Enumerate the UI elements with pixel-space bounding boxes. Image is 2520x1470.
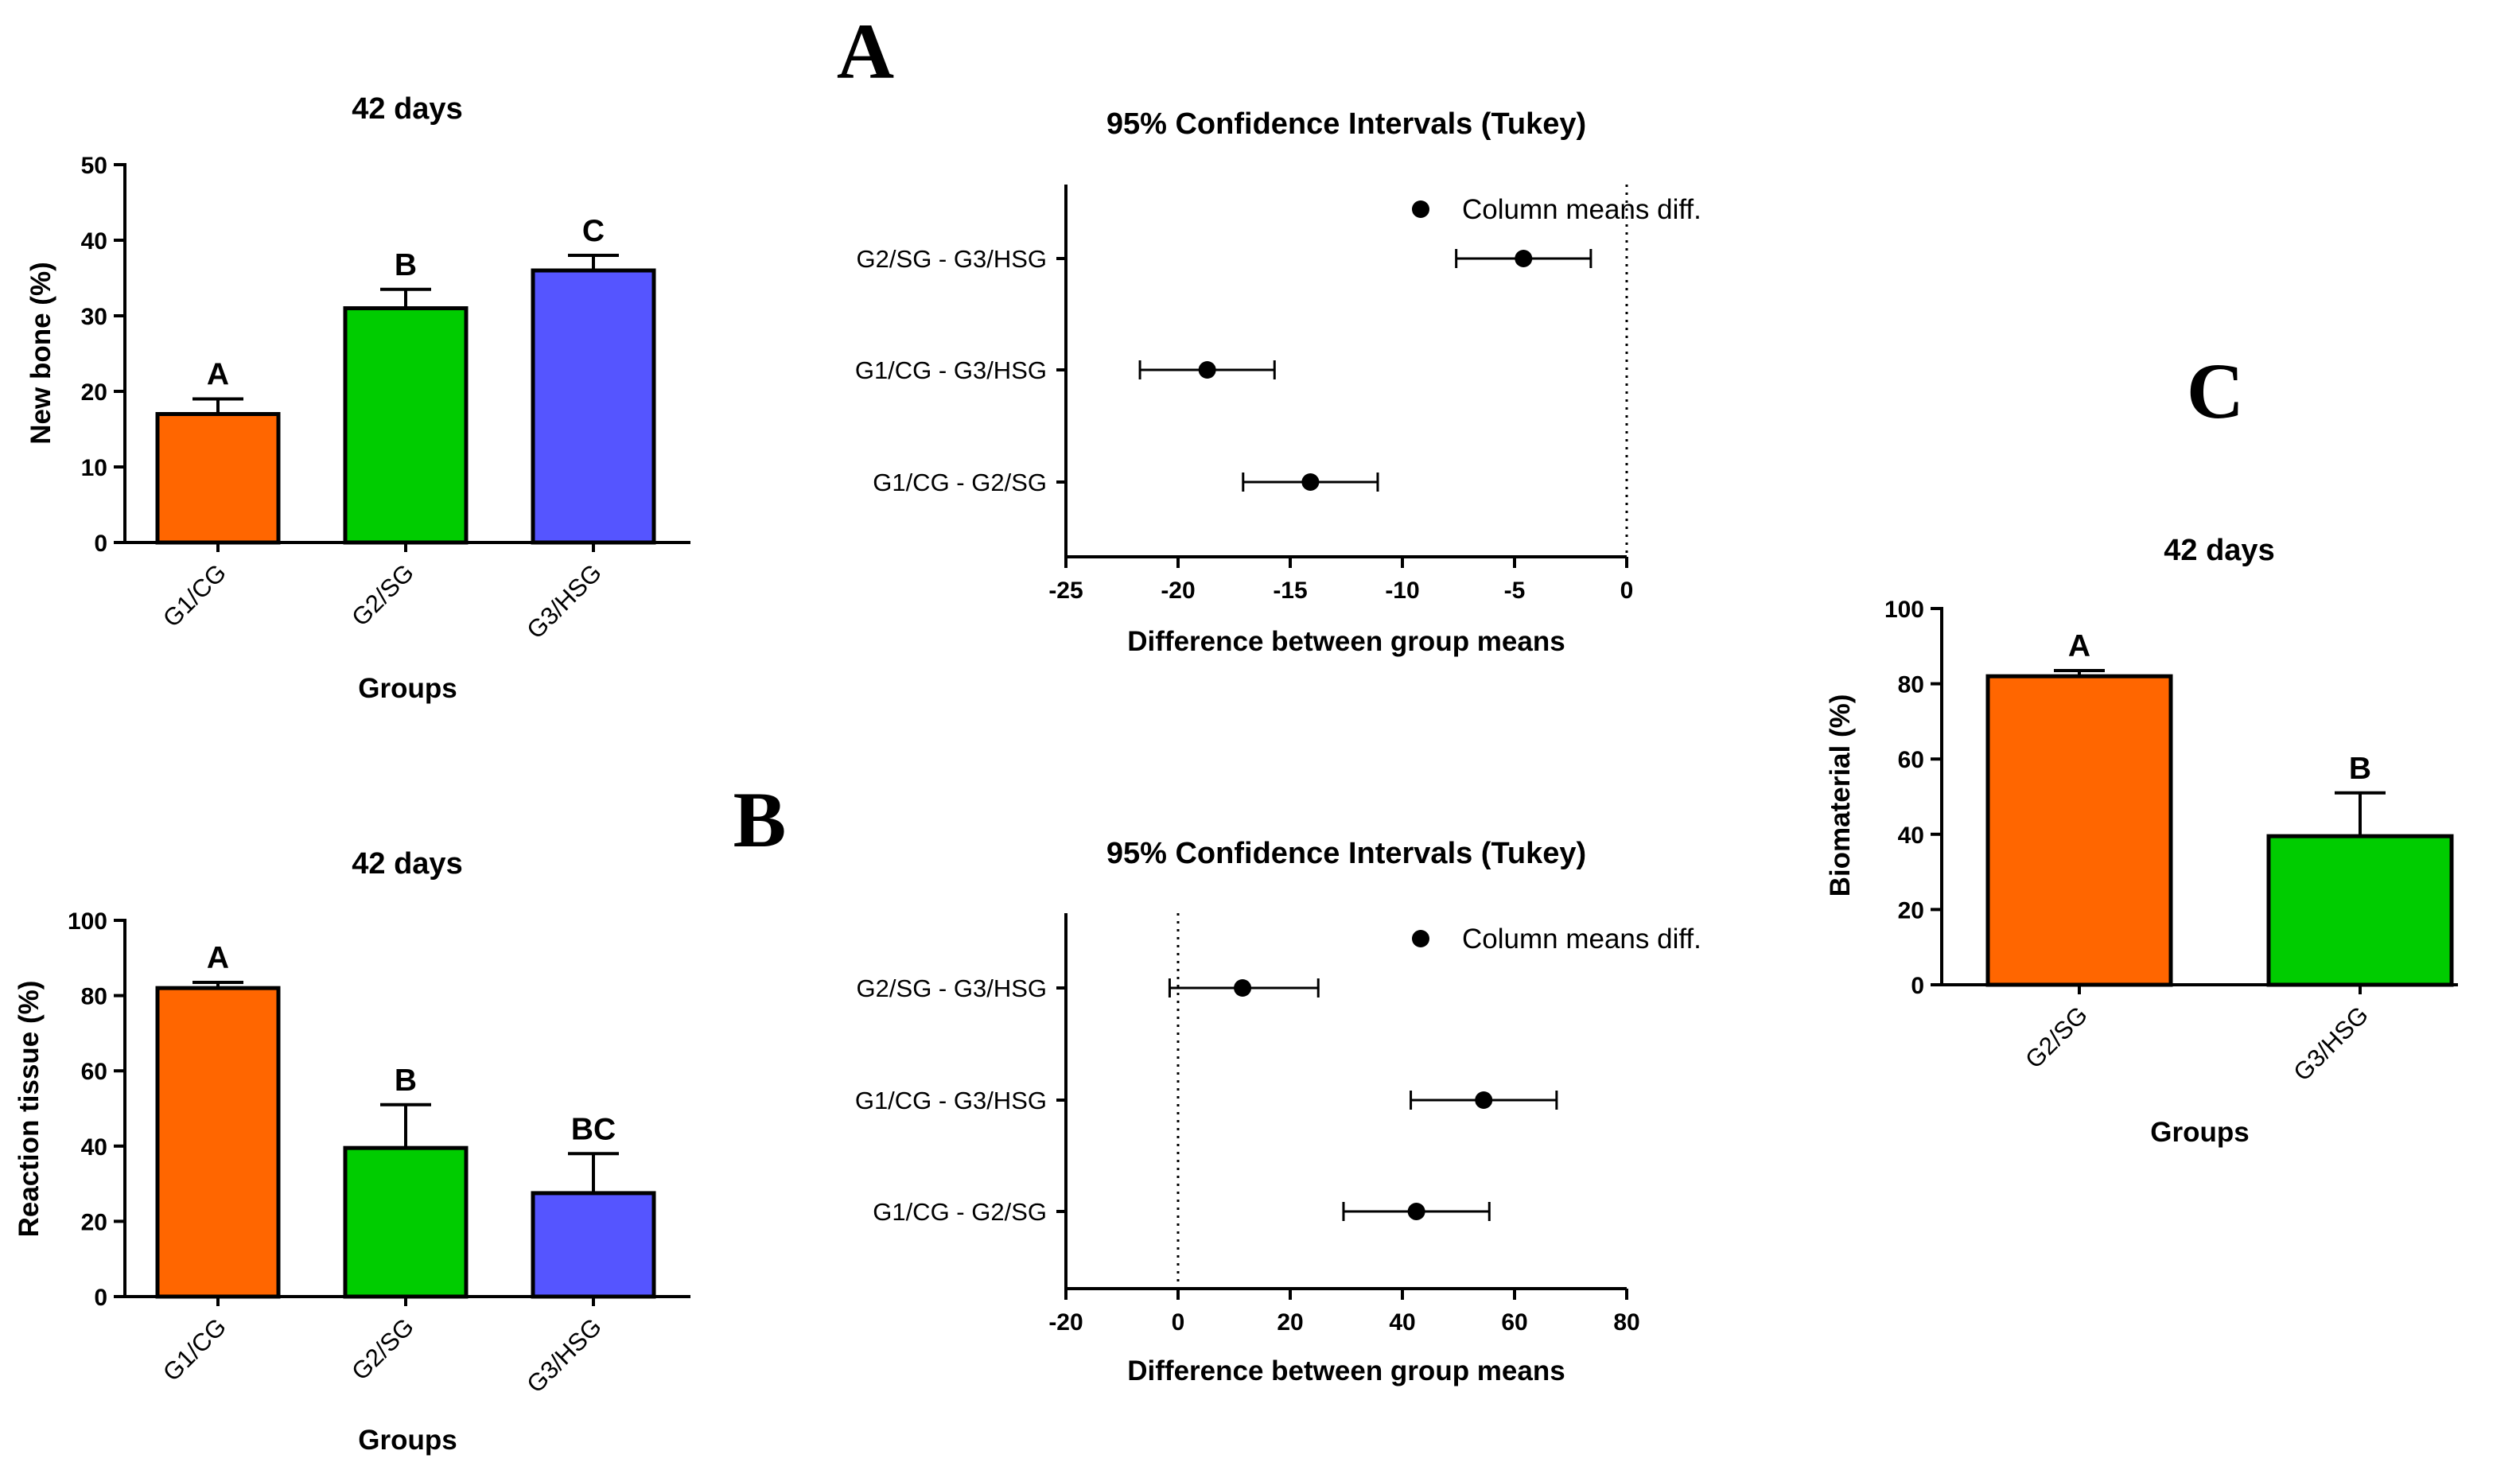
- bar: [531, 268, 656, 545]
- mean-difference-point: [1407, 1203, 1425, 1220]
- y-tick-label: 60: [81, 1059, 107, 1085]
- panel-letter-c: C: [2187, 347, 2244, 435]
- x-axis-label: Difference between group means: [1127, 1355, 1565, 1386]
- bar: [343, 306, 469, 545]
- mean-difference-point: [1198, 361, 1216, 379]
- y-tick-label: 10: [81, 455, 107, 481]
- legend-marker: [1412, 200, 1429, 218]
- significance-letter: B: [395, 248, 417, 282]
- mean-difference-point: [1475, 1091, 1493, 1109]
- y-tick-label: 0: [1911, 973, 1924, 999]
- x-tick-label: -5: [1504, 578, 1526, 604]
- chart-reaction-tissue: 42 days Reaction tissue (%) Groups A G1/CG B G…: [14, 847, 690, 1456]
- x-tick-label: 40: [1389, 1309, 1415, 1336]
- comparison-label: G2/SG - G3/HSG: [857, 245, 1047, 273]
- x-tick-label: -10: [1385, 578, 1419, 604]
- legend-marker: [1412, 930, 1429, 947]
- x-tick-label: 80: [1613, 1309, 1639, 1336]
- comparison-label: G1/CG - G2/SG: [873, 469, 1047, 496]
- y-tick-label: 40: [81, 1134, 107, 1161]
- y-tick-label: 50: [81, 153, 107, 179]
- x-tick-label: -20: [1161, 578, 1195, 604]
- y-tick-label: 40: [1898, 822, 1924, 849]
- y-tick-label: 80: [1898, 672, 1924, 698]
- x-tick-label: 0: [1172, 1309, 1185, 1336]
- significance-letter: A: [2068, 629, 2090, 663]
- y-axis-label: Reaction tissue (%): [14, 981, 45, 1238]
- y-tick-label: 100: [1884, 597, 1924, 623]
- x-tick-label: 20: [1277, 1309, 1303, 1336]
- chart-title: 42 days: [352, 847, 462, 881]
- x-tick-label: G3/HSG: [521, 558, 607, 644]
- panel-letter-b: B: [733, 776, 787, 864]
- bar: [531, 1191, 656, 1299]
- y-axis-label: New bone (%): [25, 262, 56, 444]
- legend-label: Column means diff.: [1462, 924, 1701, 955]
- bar: [1985, 674, 2173, 987]
- chart-confidence-intervals-b: 95% Confidence Intervals (Tukey) Differen…: [855, 837, 1701, 1386]
- y-tick-label: 30: [81, 304, 107, 330]
- y-tick-label: 0: [94, 531, 107, 557]
- x-axis-label: Groups: [358, 673, 457, 704]
- chart-title: 95% Confidence Intervals (Tukey): [1106, 107, 1586, 141]
- y-tick-label: 60: [1898, 747, 1924, 773]
- y-tick-label: 20: [1898, 897, 1924, 924]
- bar: [343, 1145, 469, 1299]
- y-tick-label: 20: [81, 379, 107, 406]
- bar: [2266, 834, 2454, 987]
- mean-difference-point: [1515, 250, 1533, 267]
- significance-letter: C: [582, 214, 605, 248]
- comparison-label: G1/CG - G3/HSG: [855, 356, 1047, 384]
- chart-title: 42 days: [352, 92, 462, 126]
- x-tick-label: G1/CG: [158, 558, 231, 632]
- x-tick-label: G2/SG: [2020, 1001, 2093, 1074]
- x-axis-label: Difference between group means: [1127, 626, 1565, 657]
- significance-letter: A: [207, 358, 229, 392]
- chart-new-bone: 42 days New bone (%) Groups A G1/CG B G2/SG C G3…: [25, 92, 690, 704]
- mean-difference-point: [1301, 473, 1320, 491]
- bar: [155, 412, 281, 545]
- x-tick-label: G1/CG: [158, 1312, 231, 1386]
- chart-biomaterial: 42 days Biomaterial (%) Groups A G2/SG B G3/HS…: [1825, 534, 2458, 1148]
- panel-letter-a: A: [837, 7, 894, 95]
- mean-difference-point: [1234, 979, 1252, 997]
- y-tick-label: 80: [81, 984, 107, 1010]
- x-tick-label: 0: [1620, 578, 1634, 604]
- x-tick-label: -20: [1048, 1309, 1083, 1336]
- x-tick-label: -15: [1273, 578, 1307, 604]
- chart-confidence-intervals-a: 95% Confidence Intervals (Tukey) Differen…: [855, 107, 1701, 657]
- chart-title: 95% Confidence Intervals (Tukey): [1106, 837, 1586, 870]
- y-tick-label: 100: [68, 908, 107, 935]
- comparison-label: G1/CG - G2/SG: [873, 1198, 1047, 1226]
- x-tick-label: G3/HSG: [2288, 1001, 2374, 1087]
- x-tick-label: 60: [1501, 1309, 1527, 1336]
- bar: [155, 986, 281, 1299]
- x-tick-label: G3/HSG: [521, 1312, 607, 1398]
- chart-title: 42 days: [2164, 534, 2274, 567]
- significance-letter: B: [2349, 752, 2371, 786]
- legend-label: Column means diff.: [1462, 194, 1701, 225]
- comparison-label: G1/CG - G3/HSG: [855, 1087, 1047, 1114]
- x-tick-label: G2/SG: [346, 558, 419, 632]
- x-axis-label: Groups: [2150, 1117, 2249, 1148]
- x-axis-label: Groups: [358, 1425, 457, 1456]
- y-tick-label: 40: [81, 228, 107, 255]
- comparison-label: G2/SG - G3/HSG: [857, 974, 1047, 1002]
- significance-letter: A: [207, 941, 229, 975]
- y-tick-label: 20: [81, 1209, 107, 1235]
- y-tick-label: 0: [94, 1285, 107, 1311]
- significance-letter: B: [395, 1064, 417, 1098]
- y-axis-label: Biomaterial (%): [1825, 694, 1856, 897]
- x-tick-label: -25: [1048, 578, 1083, 604]
- x-tick-label: G2/SG: [346, 1312, 419, 1386]
- significance-letter: BC: [571, 1112, 616, 1146]
